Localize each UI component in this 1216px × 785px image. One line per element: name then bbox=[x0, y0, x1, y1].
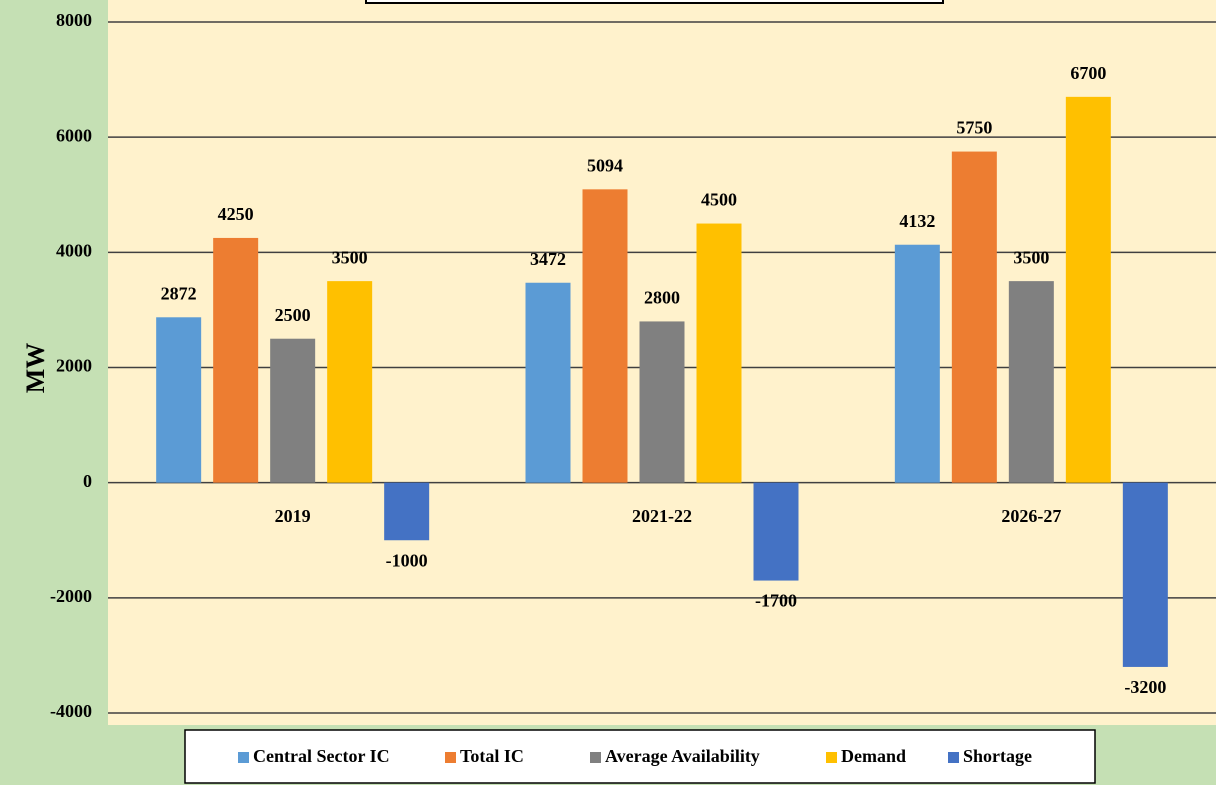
y-tick-label: 6000 bbox=[56, 125, 92, 145]
legend-label: Average Availability bbox=[605, 746, 760, 766]
bar bbox=[894, 244, 940, 483]
legend-label: Total IC bbox=[460, 746, 524, 766]
y-tick-label: 8000 bbox=[56, 10, 92, 30]
legend-label: Shortage bbox=[963, 746, 1032, 766]
y-tick-label: 4000 bbox=[56, 240, 92, 260]
legend-label: Demand bbox=[841, 746, 906, 766]
data-label: 3500 bbox=[332, 247, 368, 267]
data-label: 2872 bbox=[161, 283, 197, 303]
legend-swatch bbox=[238, 752, 249, 763]
x-tick-label: 2019 bbox=[275, 506, 311, 526]
data-label: 4132 bbox=[899, 211, 935, 231]
bar bbox=[582, 189, 628, 483]
y-tick-label: -2000 bbox=[50, 586, 92, 606]
data-label: 2500 bbox=[275, 305, 311, 325]
y-tick-label: -4000 bbox=[50, 701, 92, 721]
data-label: -1700 bbox=[755, 591, 797, 611]
data-label: 6700 bbox=[1070, 63, 1106, 83]
bar bbox=[213, 237, 259, 483]
bar bbox=[951, 151, 997, 483]
legend-swatch bbox=[948, 752, 959, 763]
bar bbox=[753, 482, 799, 581]
bar bbox=[1008, 281, 1054, 483]
bar bbox=[270, 338, 316, 483]
data-label: 4500 bbox=[701, 190, 737, 210]
x-tick-label: 2026-27 bbox=[1001, 506, 1061, 526]
data-label: 4250 bbox=[218, 204, 254, 224]
legend-box bbox=[184, 729, 1096, 784]
x-tick-label: 2021-22 bbox=[632, 506, 692, 526]
data-label: 3472 bbox=[530, 249, 566, 269]
legend-label: Central Sector IC bbox=[253, 746, 390, 766]
y-tick-label: 0 bbox=[83, 471, 92, 491]
data-label: 5750 bbox=[956, 118, 992, 138]
bar bbox=[1065, 96, 1111, 483]
legend-swatch bbox=[826, 752, 837, 763]
legend-swatch bbox=[590, 752, 601, 763]
data-label: 5094 bbox=[587, 155, 623, 175]
bar bbox=[156, 317, 202, 483]
y-axis-label: MW bbox=[21, 343, 50, 394]
y-tick-label: 2000 bbox=[56, 356, 92, 376]
bar bbox=[384, 482, 430, 541]
data-label: -1000 bbox=[386, 550, 428, 570]
bar bbox=[1122, 482, 1168, 667]
legend-swatch bbox=[445, 752, 456, 763]
data-label: 2800 bbox=[644, 288, 680, 308]
bar bbox=[327, 281, 373, 483]
bar bbox=[639, 321, 685, 483]
bar bbox=[525, 282, 571, 483]
data-label: -3200 bbox=[1124, 677, 1166, 697]
bar bbox=[696, 223, 742, 483]
title-box bbox=[365, 0, 944, 4]
data-label: 3500 bbox=[1013, 247, 1049, 267]
